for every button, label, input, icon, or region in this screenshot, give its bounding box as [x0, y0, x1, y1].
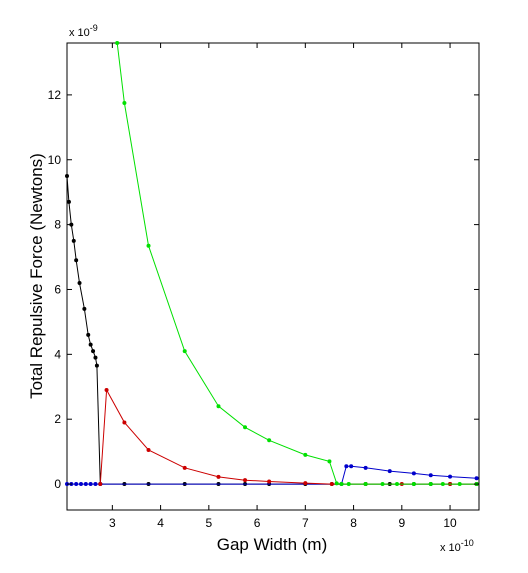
data-point	[91, 349, 96, 354]
data-point	[344, 464, 349, 469]
svg-text:x 10-10: x 10-10	[440, 538, 474, 554]
y-tick-label: 4	[54, 347, 61, 361]
series-line	[116, 42, 477, 485]
y-tick-label: 10	[48, 153, 62, 167]
data-point	[88, 342, 93, 347]
data-point	[334, 481, 339, 486]
x-multiplier: x 10-10	[440, 538, 474, 554]
data-point	[115, 41, 120, 45]
data-point	[93, 482, 98, 487]
data-point	[182, 349, 187, 354]
data-point	[122, 100, 127, 105]
series-layer	[65, 41, 479, 487]
data-point	[448, 474, 453, 479]
data-point	[65, 173, 69, 178]
data-point	[98, 482, 103, 487]
data-point	[267, 479, 272, 484]
data-point	[182, 465, 187, 470]
x-tick-label: 8	[350, 516, 357, 530]
data-point	[394, 482, 399, 487]
y-tick-label: 0	[54, 477, 61, 491]
data-point	[78, 482, 83, 487]
data-point	[327, 459, 332, 464]
data-point	[104, 388, 109, 393]
tick-layer: 3 4 5 6 7 8 9 10 0 2 4 6 8 10 12	[48, 43, 479, 530]
data-point	[440, 482, 445, 487]
y-multiplier-exp: -9	[90, 23, 98, 33]
data-point	[380, 482, 385, 487]
y-tick-label: 8	[54, 218, 61, 232]
data-point	[93, 355, 98, 360]
data-point	[411, 482, 416, 487]
data-point	[267, 438, 272, 443]
x-tick-label: 9	[398, 516, 405, 530]
data-point	[94, 363, 99, 368]
data-point	[77, 280, 82, 285]
data-point	[411, 471, 416, 476]
data-point	[88, 482, 93, 487]
data-point	[243, 478, 248, 483]
y-multiplier-base: x 10	[69, 27, 90, 39]
data-point	[339, 482, 344, 487]
y-tick-label: 6	[54, 282, 61, 296]
data-point	[146, 243, 151, 248]
x-tick-label: 10	[443, 516, 457, 530]
data-point	[216, 474, 221, 479]
data-point	[74, 482, 79, 487]
y-tick-label: 12	[48, 88, 62, 102]
data-point	[363, 482, 368, 487]
x-tick-label: 3	[109, 516, 116, 530]
x-multiplier-exp: -10	[461, 538, 474, 548]
x-tick-label: 5	[205, 516, 212, 530]
data-point	[428, 473, 433, 478]
data-point	[71, 238, 76, 243]
data-point	[122, 420, 127, 425]
data-point	[82, 306, 87, 311]
data-point	[303, 452, 308, 457]
data-point	[363, 465, 368, 470]
data-point	[387, 469, 392, 474]
x-tick-label: 7	[302, 516, 309, 530]
data-point	[349, 464, 354, 469]
data-point	[146, 448, 151, 453]
y-axis-label: Total Repulsive Force (Newtons)	[27, 153, 46, 399]
data-point	[329, 482, 334, 487]
data-point	[86, 332, 91, 337]
plot-area	[66, 42, 480, 511]
data-point	[346, 482, 351, 487]
x-tick-label: 6	[254, 516, 261, 530]
data-point	[66, 199, 71, 204]
data-point	[83, 482, 88, 487]
y-multiplier: x 10-9	[69, 23, 98, 39]
data-point	[474, 476, 479, 481]
svg-text:x 10-9: x 10-9	[69, 23, 98, 39]
data-point	[243, 425, 248, 430]
x-axis-label: Gap Width (m)	[217, 535, 328, 554]
data-point	[216, 404, 221, 409]
data-point	[74, 258, 79, 263]
y-tick-label: 2	[54, 412, 61, 426]
data-point	[457, 482, 462, 487]
data-point	[303, 481, 308, 486]
data-point	[428, 482, 433, 487]
x-tick-label: 4	[157, 516, 164, 530]
x-multiplier-base: x 10	[440, 542, 461, 554]
